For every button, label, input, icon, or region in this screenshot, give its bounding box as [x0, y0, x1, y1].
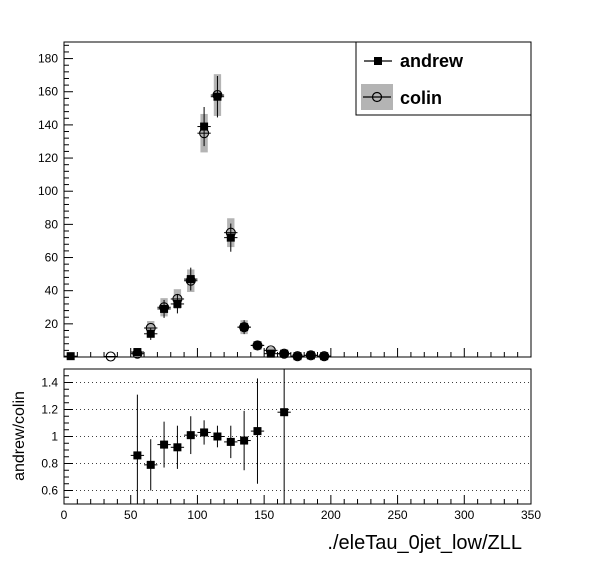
- ratio-y-axis: 0.6 0.8 1 1.2 1.4: [41, 368, 73, 505]
- ratio-plot-frame: [63, 368, 532, 505]
- ratio-point: [186, 431, 195, 440]
- main-y-tick-label: 140: [38, 118, 58, 132]
- ratio-point: [160, 440, 169, 449]
- ratio-y-tick-label: 0.6: [41, 484, 58, 498]
- ratio-point: [173, 443, 182, 452]
- andrew-point: [226, 233, 235, 242]
- ratio-point: [280, 408, 289, 417]
- ratio-panel: 0.6 0.8 1 1.2 1.4 0 50 100 150 200 250 300 350 andr…: [11, 368, 541, 522]
- x-tick-label: 0: [61, 508, 68, 522]
- ratio-y-tick-label: 0.8: [41, 457, 58, 471]
- ratio-point: [240, 436, 249, 445]
- legend-label-colin: colin: [400, 88, 442, 108]
- andrew-point: [66, 352, 75, 361]
- andrew-point: [240, 323, 249, 332]
- main-y-tick-label: 160: [38, 85, 58, 99]
- andrew-point: [133, 348, 142, 357]
- ratio-series: [130, 369, 291, 504]
- ratio-point: [146, 460, 155, 469]
- ratio-x-axis: 0 50 100 150 200 250 300 350: [61, 495, 541, 522]
- main-y-tick-label: 100: [38, 184, 58, 198]
- x-tick-label: 200: [321, 508, 341, 522]
- legend: andrew colin: [355, 41, 532, 116]
- andrew-point: [186, 275, 195, 284]
- andrew-point: [280, 349, 289, 358]
- x-tick-label: 150: [254, 508, 274, 522]
- x-tick-label: 250: [388, 508, 408, 522]
- legend-entry-andrew: andrew: [364, 51, 464, 71]
- andrew-point: [146, 329, 155, 338]
- legend-label-andrew: andrew: [400, 51, 464, 71]
- legend-entry-colin: colin: [361, 84, 442, 110]
- ratio-point: [133, 451, 142, 460]
- andrew-point: [213, 92, 222, 101]
- main-y-tick-label: 60: [45, 251, 59, 265]
- ratio-y-axis-title: andrew/colin: [11, 391, 28, 481]
- main-y-axis: 20 40 60 80 100 120 140 160 180: [38, 44, 73, 351]
- andrew-point: [160, 304, 169, 313]
- legend-andrew-marker: [374, 57, 382, 65]
- ratio-point: [200, 428, 209, 437]
- ratio-point: [226, 437, 235, 446]
- ratio-y-tick-label: 1.2: [41, 403, 58, 417]
- andrew-point: [200, 122, 209, 131]
- main-y-tick-label: 120: [38, 151, 58, 165]
- x-tick-label: 50: [124, 508, 138, 522]
- ratio-y-tick-label: 1.4: [41, 376, 58, 390]
- andrew-point: [253, 341, 262, 350]
- x-tick-label: 350: [521, 508, 541, 522]
- andrew-point: [173, 299, 182, 308]
- ratio-point: [253, 427, 262, 436]
- andrew-point: [306, 351, 315, 360]
- x-tick-label: 300: [454, 508, 474, 522]
- ratio-point: [213, 432, 222, 441]
- ratio-y-tick-label: 1: [51, 430, 58, 444]
- colin-point: [105, 351, 116, 362]
- andrew-point: [293, 352, 302, 361]
- andrew-series: [64, 75, 331, 361]
- legend-colin-marker: [371, 91, 383, 103]
- andrew-point: [320, 352, 329, 361]
- x-axis-title: ./eleTau_0jet_low/ZLL: [327, 532, 522, 554]
- andrew-point: [266, 349, 275, 358]
- main-y-tick-label: 180: [38, 52, 58, 66]
- main-y-tick-label: 80: [45, 217, 59, 231]
- main-y-tick-label: 20: [45, 317, 59, 331]
- x-tick-label: 100: [187, 508, 207, 522]
- main-y-tick-label: 40: [45, 284, 59, 298]
